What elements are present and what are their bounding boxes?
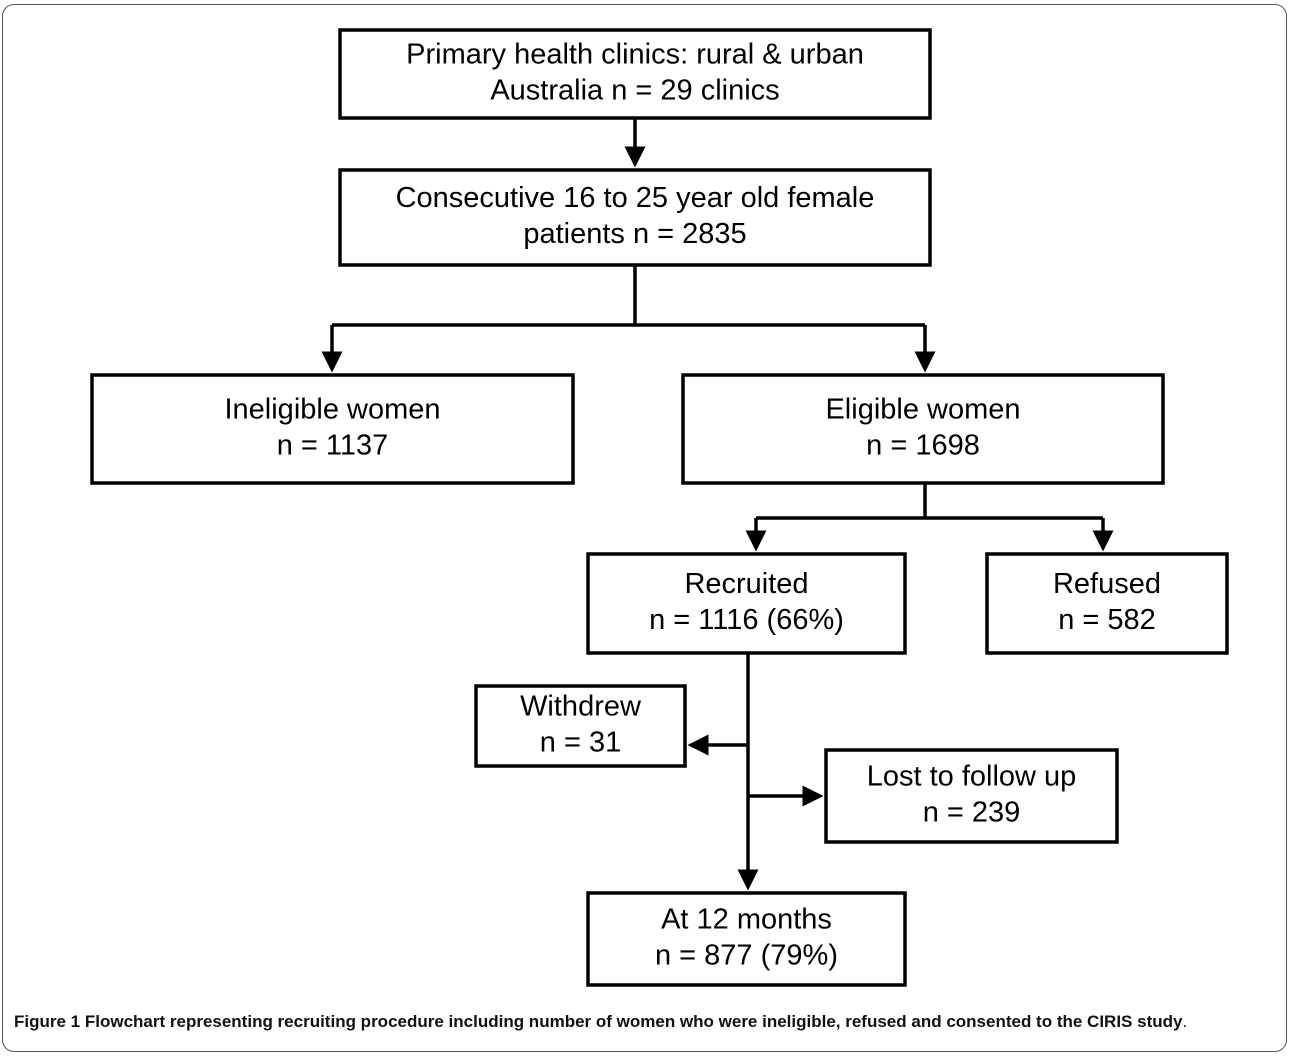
node-box: [474, 684, 687, 768]
connectors: [321, 118, 1114, 891]
node-box: [338, 168, 932, 267]
flowchart: Primary health clinics: rural & urban Aus…: [90, 28, 1229, 987]
node-box: [985, 552, 1229, 655]
node-label: Consecutive 16 to 25 year old female: [396, 182, 875, 214]
node-label: Recruited: [684, 568, 808, 600]
node-label: Withdrew: [520, 691, 642, 723]
node-label: n = 31: [540, 727, 621, 759]
figure-frame: [2, 4, 1287, 1052]
node-label: Primary health clinics: rural & urban: [406, 39, 864, 71]
caption: Figure 1 Flowchart representing recruiti…: [14, 1010, 1280, 1034]
node-label: Ineligible women: [224, 394, 440, 426]
node-label: n = 239: [923, 797, 1021, 829]
node-label: n = 1116 (66%): [649, 604, 844, 636]
node-box: [681, 373, 1165, 485]
node-label: n = 1137: [277, 430, 389, 462]
node-box: [586, 891, 907, 987]
node-label: At 12 months: [661, 904, 832, 936]
node-label: patients n = 2835: [523, 218, 746, 250]
node-label: n = 1698: [866, 430, 980, 462]
caption-text: Flowchart representing recruiting proced…: [84, 1012, 1183, 1031]
caption-label: Figure 1: [14, 1012, 81, 1031]
node-box: [90, 373, 575, 485]
node-label: n = 877 (79%): [655, 940, 838, 972]
nodes: Primary health clinics: rural & urban Aus…: [90, 28, 1229, 987]
caption-end: .: [1182, 1012, 1188, 1031]
node-label: Lost to follow up: [867, 761, 1077, 793]
node-box: [338, 28, 932, 120]
node-label: n = 582: [1058, 604, 1156, 636]
node-label: Australia n = 29 clinics: [490, 75, 779, 107]
node-box: [824, 748, 1119, 844]
node-label: Refused: [1053, 568, 1161, 600]
node-box: [586, 552, 907, 655]
node-label: Eligible women: [825, 394, 1020, 426]
